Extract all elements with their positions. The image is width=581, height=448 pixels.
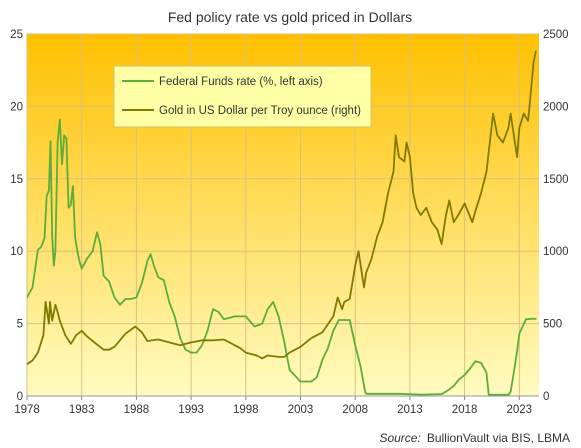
x-tick-label: 2023 [507,404,533,416]
y-right-tick-label: 0 [543,391,549,403]
x-tick-label: 1978 [14,404,40,416]
series-layer [27,50,537,396]
source-text: BullionVault via BIS, LBMA [427,431,570,445]
x-tick-label: 2008 [342,404,368,416]
chart-title: Fed policy rate vs gold priced in Dollar… [168,9,412,25]
legend-label: Gold in US Dollar per Troy ounce (right) [159,105,361,117]
y-right-tick-label: 1000 [543,246,569,258]
x-tick-label: 1988 [124,404,150,416]
y-left-tick-label: 25 [10,29,23,41]
legend-label: Federal Funds rate (%, left axis) [159,76,323,88]
source-label: Source: [379,431,420,445]
axes: 0 5 10 15 20 25 0 500 1000 1500 2000 2500 1978 1983 19… [10,29,568,416]
x-tick-label: 1993 [178,404,204,416]
x-tick-label: 2018 [452,404,478,416]
x-tick-label: 1983 [69,404,95,416]
y-left-tick-label: 10 [10,246,23,258]
legend: Federal Funds rate (%, left axis) Gold in… [113,65,372,128]
legend-box [113,65,372,128]
series-line-fed-funds-rate [27,118,537,396]
x-tick-label: 1998 [233,404,259,416]
y-left-tick-label: 0 [17,391,23,403]
source-note: Source: BullionVault via BIS, LBMA [379,431,570,445]
x-tick-label: 2003 [288,404,314,416]
x-tick-label: 2013 [397,404,423,416]
y-right-tick-label: 2500 [543,29,569,41]
y-right-tick-label: 1500 [543,174,569,186]
y-left-tick-label: 20 [10,101,23,113]
y-left-tick-label: 5 [17,319,23,331]
y-left-tick-label: 15 [10,174,23,186]
y-right-tick-label: 2000 [543,101,569,113]
series-line-gold-price [27,50,537,366]
y-right-tick-label: 500 [543,319,562,331]
